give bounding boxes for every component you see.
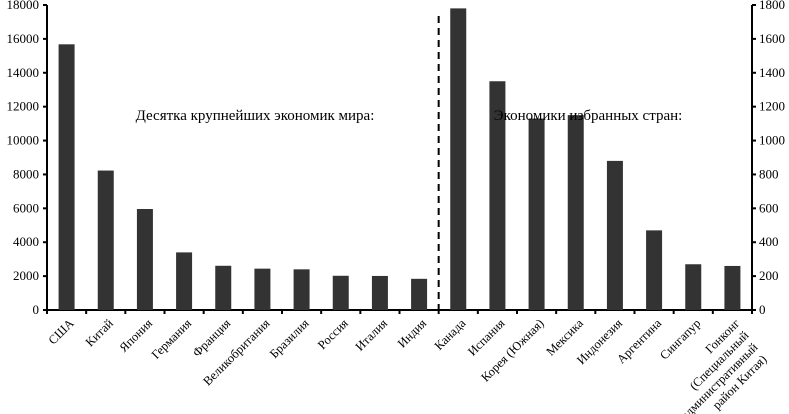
right-tick-label: 1200 xyxy=(759,99,785,114)
left-group-annotation: Десятка крупнейших экономик мира: xyxy=(136,108,375,124)
bar xyxy=(450,8,467,311)
category-label: Канада xyxy=(432,316,469,353)
left-tick-label: 18000 xyxy=(7,0,40,12)
right-tick-label: 400 xyxy=(759,234,779,249)
left-tick-label: 8000 xyxy=(13,166,39,181)
category-label: США xyxy=(46,316,77,347)
bar xyxy=(97,170,114,310)
bar xyxy=(332,275,349,310)
right-tick-label: 800 xyxy=(759,166,779,181)
bar xyxy=(215,265,232,310)
right-tick-label: 0 xyxy=(759,302,766,317)
bar xyxy=(176,252,193,310)
left-tick-label: 2000 xyxy=(13,268,39,283)
bar xyxy=(724,265,741,310)
right-tick-label: 1600 xyxy=(759,31,785,46)
bar xyxy=(371,275,388,310)
left-tick-label: 14000 xyxy=(7,65,40,80)
category-label: Китай xyxy=(83,316,116,349)
left-tick-label: 12000 xyxy=(7,99,40,114)
bar xyxy=(254,268,271,310)
bar xyxy=(58,44,75,311)
right-tick-label: 200 xyxy=(759,268,779,283)
category-label: Индия xyxy=(395,316,429,350)
category-label: Япония xyxy=(117,316,156,355)
bar xyxy=(567,115,584,310)
right-group-annotation: Экономики избранных стран: xyxy=(494,108,683,124)
left-tick-label: 6000 xyxy=(13,200,39,215)
bar xyxy=(411,278,428,310)
bar xyxy=(646,230,663,310)
bar xyxy=(293,269,310,310)
category-label: Сингапур xyxy=(657,316,703,362)
left-tick-label: 16000 xyxy=(7,31,40,46)
category-label: Германия xyxy=(149,316,195,362)
bar xyxy=(136,209,153,310)
right-tick-label: 1000 xyxy=(759,133,785,148)
category-label: Бразилия xyxy=(267,316,312,361)
right-tick-label: 600 xyxy=(759,200,779,215)
category-label: Великобритания xyxy=(200,316,272,388)
left-tick-label: 0 xyxy=(33,302,40,317)
bar xyxy=(528,118,545,311)
right-tick-label: 1400 xyxy=(759,65,785,80)
right-tick-label: 1800 xyxy=(759,0,785,12)
left-tick-label: 4000 xyxy=(13,234,39,249)
bar xyxy=(489,81,506,310)
left-tick-label: 10000 xyxy=(7,133,40,148)
category-label: Россия xyxy=(315,316,351,352)
bar xyxy=(606,160,623,310)
category-label: Италия xyxy=(353,316,391,354)
bar xyxy=(685,264,702,310)
